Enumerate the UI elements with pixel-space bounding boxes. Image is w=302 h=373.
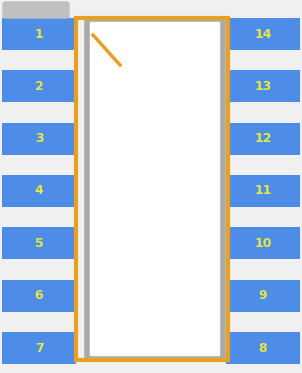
Bar bbox=[2, 332, 76, 364]
Bar bbox=[76, 18, 228, 360]
Text: 10: 10 bbox=[254, 237, 272, 250]
Text: 13: 13 bbox=[254, 80, 272, 93]
Bar bbox=[226, 175, 300, 207]
Bar bbox=[226, 70, 300, 102]
Bar bbox=[2, 280, 76, 312]
Bar bbox=[226, 123, 300, 155]
Text: 1: 1 bbox=[35, 28, 43, 41]
Text: 12: 12 bbox=[254, 132, 272, 145]
Bar bbox=[2, 70, 76, 102]
Bar bbox=[226, 280, 300, 312]
Bar bbox=[2, 123, 76, 155]
Bar bbox=[2, 175, 76, 207]
Text: 4: 4 bbox=[35, 185, 43, 197]
Text: 14: 14 bbox=[254, 28, 272, 41]
Text: 5: 5 bbox=[35, 237, 43, 250]
Bar bbox=[2, 18, 76, 50]
Text: 3: 3 bbox=[35, 132, 43, 145]
Text: 8: 8 bbox=[259, 342, 267, 354]
Bar bbox=[226, 332, 300, 364]
Bar bbox=[2, 227, 76, 259]
Text: 11: 11 bbox=[254, 185, 272, 197]
Text: 2: 2 bbox=[35, 80, 43, 93]
Text: 9: 9 bbox=[259, 289, 267, 302]
Text: 7: 7 bbox=[35, 342, 43, 354]
Bar bbox=[226, 18, 300, 50]
Bar bbox=[226, 227, 300, 259]
FancyBboxPatch shape bbox=[3, 2, 69, 18]
Text: 6: 6 bbox=[35, 289, 43, 302]
FancyBboxPatch shape bbox=[87, 19, 223, 359]
